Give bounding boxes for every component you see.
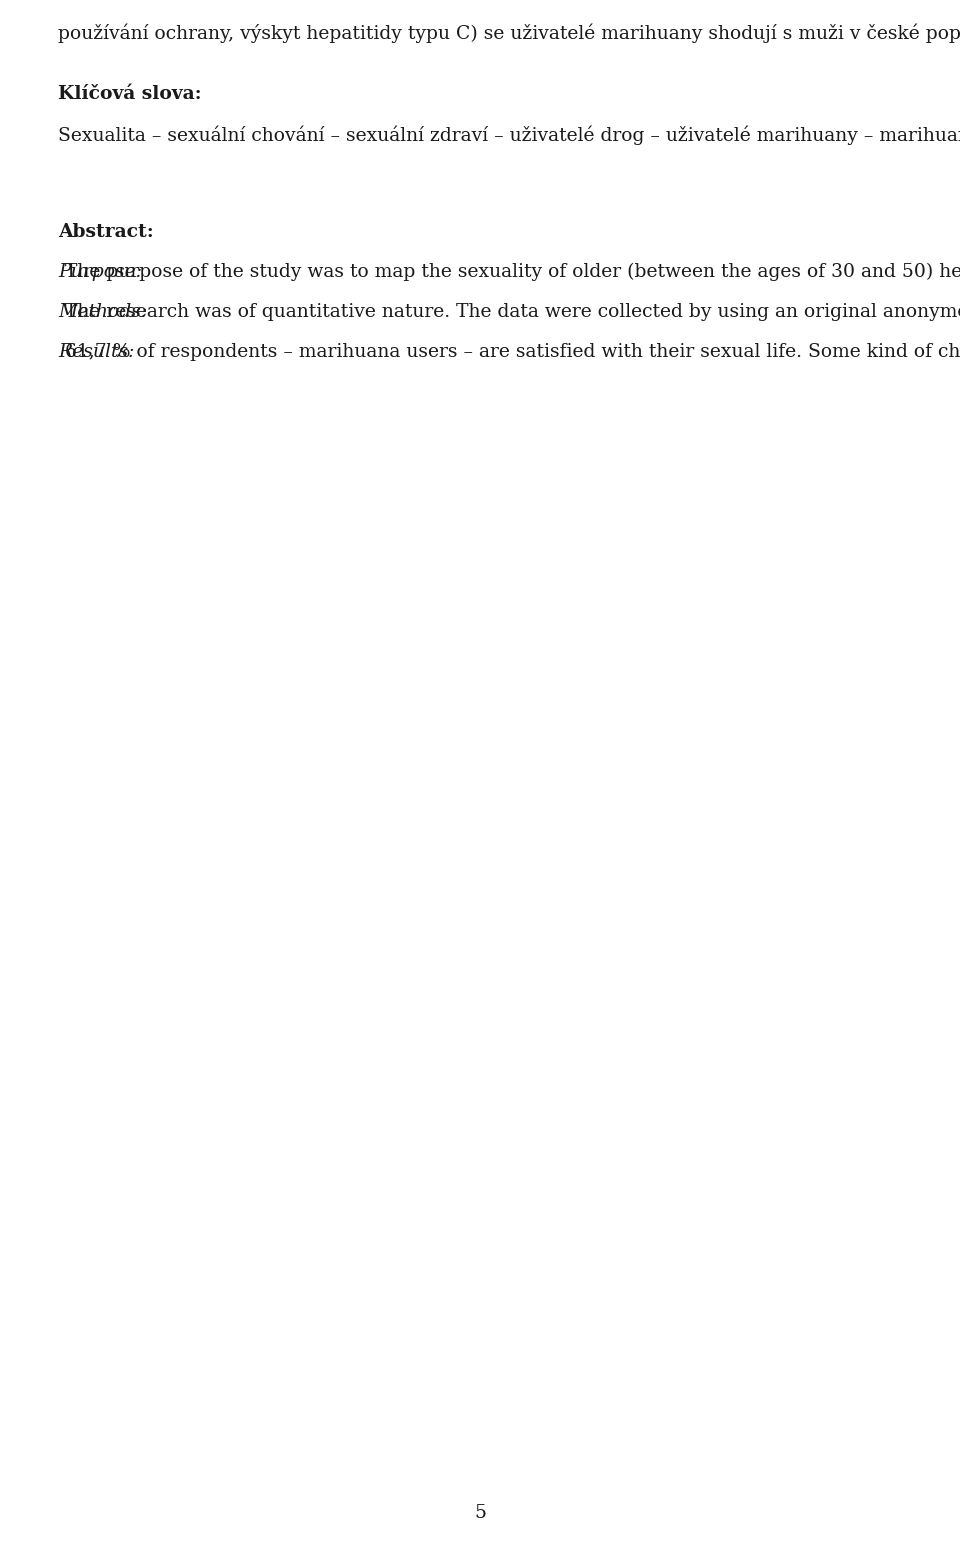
Text: Klíčová slova:: Klíčová slova: bbox=[58, 85, 202, 104]
Text: Purpose:: Purpose: bbox=[58, 262, 142, 281]
Text: Methods:: Methods: bbox=[58, 302, 147, 321]
Text: Abstract:: Abstract: bbox=[58, 223, 154, 240]
Text: Sexualita – sexuální chování – sexuální zdraví – uživatelé drog – uživatelé mari: Sexualita – sexuální chování – sexuální … bbox=[58, 126, 960, 144]
Text: používání ochrany, výskyt hepatitidy typu C) se uživatelé marihuany shodují s mu: používání ochrany, výskyt hepatitidy typ… bbox=[58, 22, 960, 43]
Text: The purpose of the study was to map the sexuality of older (between the ages of : The purpose of the study was to map the … bbox=[59, 262, 960, 281]
Text: 5: 5 bbox=[474, 1504, 486, 1522]
Text: The research was of quantitative nature. The data were collected by using an ori: The research was of quantitative nature.… bbox=[59, 302, 960, 321]
Text: Results:: Results: bbox=[58, 343, 134, 361]
Text: 61,7 % of respondents – marihuana users – are satisfied with their sexual life. : 61,7 % of respondents – marihuana users … bbox=[59, 343, 960, 361]
